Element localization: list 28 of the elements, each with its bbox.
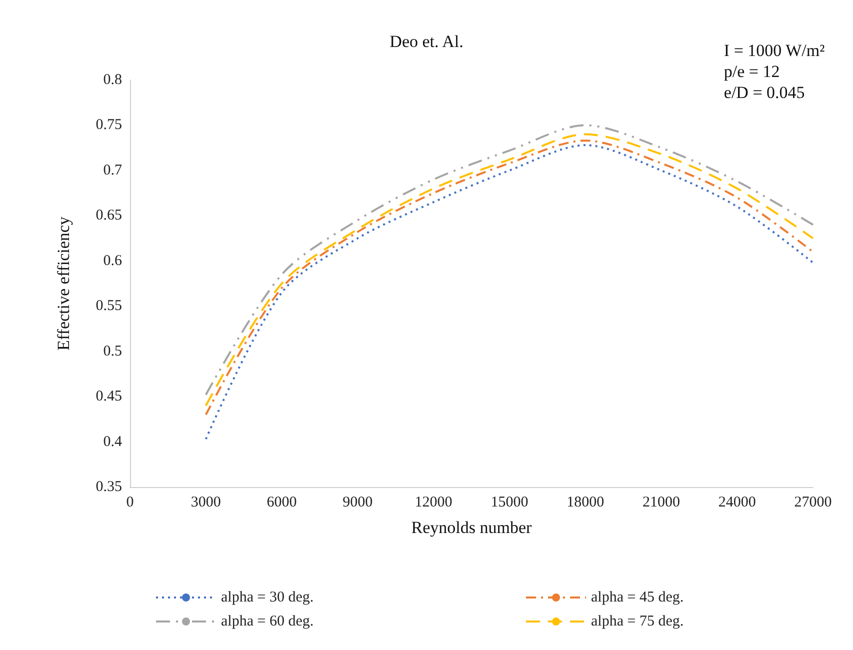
y-tick-label: 0.35: [96, 479, 122, 495]
x-tick-label: 21000: [642, 494, 680, 510]
x-tick-label: 3000: [190, 494, 221, 510]
y-axis-title: Effective efficiency: [54, 216, 73, 350]
x-tick-label: 24000: [718, 494, 756, 510]
y-tick-label: 0.45: [96, 388, 122, 405]
annotation: I = 1000 W/m² p/e = 12 e/D = 0.045: [724, 41, 825, 102]
legend-label: alpha = 75 deg.: [591, 614, 684, 630]
y-tick-label: 0.5: [103, 343, 122, 360]
x-tick-label: 6000: [266, 494, 297, 510]
y-tick-label: 0.55: [96, 298, 122, 314]
x-axis-title: Reynolds number: [411, 518, 532, 537]
y-tick-label: 0.4: [103, 434, 122, 450]
x-tick-label: 18000: [566, 494, 604, 510]
x-tick-label: 0: [126, 494, 134, 510]
chart-title: Deo et. Al.: [390, 32, 464, 51]
x-tick-label: 12000: [414, 494, 452, 510]
x-tick-label: 27000: [794, 494, 832, 510]
y-tick-label: 0.75: [96, 117, 122, 134]
y-tick-label: 0.8: [103, 72, 122, 88]
legend-label: alpha = 45 deg.: [591, 590, 684, 606]
legend-label: alpha = 60 deg.: [221, 614, 314, 630]
y-tick-label: 0.7: [103, 162, 122, 178]
y-tick-label: 0.65: [96, 208, 122, 224]
legend-label: alpha = 30 deg.: [221, 590, 314, 606]
x-tick-label: 15000: [490, 494, 528, 510]
x-tick-label: 9000: [342, 494, 373, 510]
y-tick-label: 0.6: [103, 252, 122, 269]
